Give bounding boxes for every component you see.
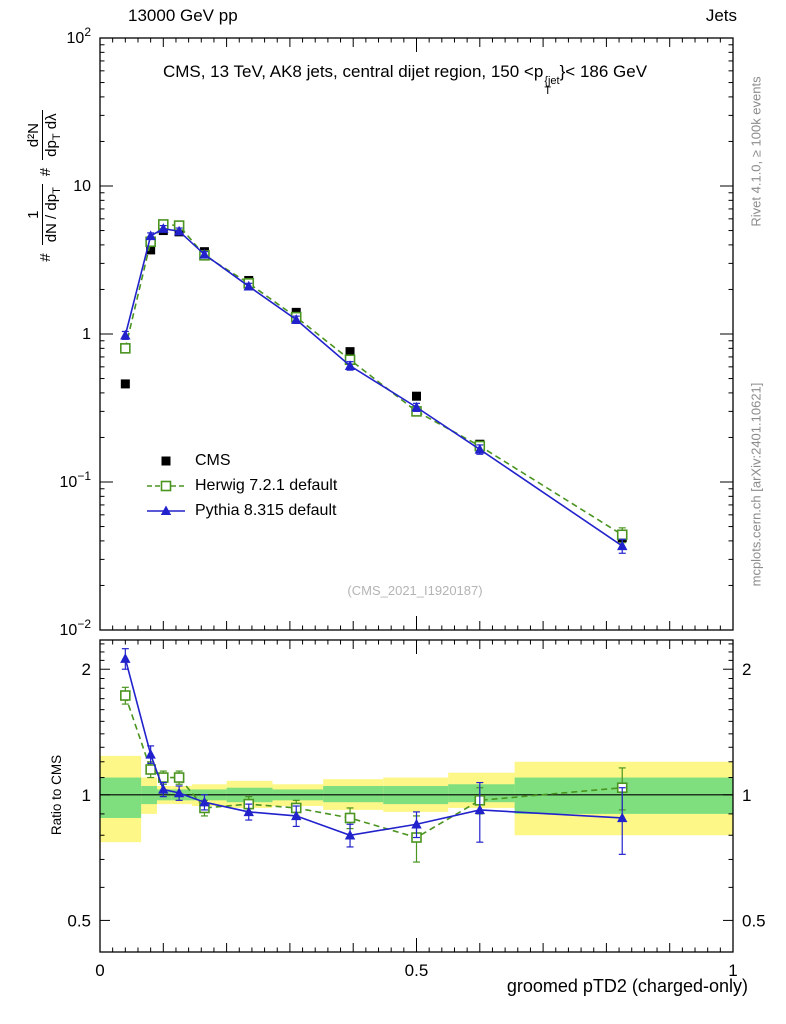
svg-text:1: 1	[82, 786, 91, 805]
main-panel-series	[120, 219, 628, 554]
legend-label-herwig: Herwig 7.2.1 default	[195, 476, 338, 494]
svg-text:0: 0	[95, 961, 104, 980]
legend-item-pythia: Pythia 8.315 default	[146, 498, 337, 523]
plot-title-text: CMS, 13 TeV, AK8 jets, central dijet reg…	[162, 62, 544, 81]
mcplots-credit-label: mcplots.cern.ch [arXiv:2401.10621]	[748, 382, 764, 587]
fraction-one-over-dndpt: 1 dN / dpT	[25, 184, 66, 246]
pt-jet-superscript: {jet	[544, 75, 560, 87]
svg-text:2: 2	[82, 660, 91, 679]
svg-text:0.5: 0.5	[742, 911, 766, 930]
analysis-group-label: Jets	[705, 6, 737, 25]
beam-energy-label: 13000 GeV pp	[128, 6, 238, 25]
y-axis-title: # 1 dN / dpT # d²N dpT dλ	[17, 36, 73, 336]
rivet-version-label: Rivet 4.1.0, ≥ 100k events	[748, 76, 764, 227]
svg-text:2: 2	[742, 660, 751, 679]
hash-symbol: #	[36, 253, 54, 262]
cms-marker-icon	[161, 456, 171, 465]
herwig-marker-icon	[147, 480, 185, 491]
pythia-marker-icon	[147, 505, 185, 515]
svg-text:1: 1	[742, 786, 751, 805]
legend-item-cms: CMS	[146, 448, 337, 473]
legend-label-cms: CMS	[195, 451, 231, 469]
svg-text:10−1: 10−1	[60, 469, 92, 491]
ratio-uncertainty-bands	[100, 755, 733, 843]
hash-symbol: #	[36, 167, 54, 177]
x-axis-title: groomed pTD2 (charged-only)	[506, 976, 748, 996]
legend-label-pythia: Pythia 8.315 default	[195, 501, 337, 519]
ratio-y-axis-title: Ratio to CMS	[49, 754, 64, 836]
legend: CMS Herwig 7.2.1 default Pythia 8.315 de…	[146, 448, 337, 523]
svg-text:1: 1	[82, 326, 91, 343]
fraction-d2n-dptdlambda: d²N dpT dλ	[25, 110, 66, 160]
ratio-panel-series	[120, 648, 628, 863]
legend-item-herwig: Herwig 7.2.1 default	[146, 473, 337, 498]
svg-text:10: 10	[73, 178, 91, 195]
svg-text:0.5: 0.5	[405, 961, 429, 980]
svg-text:0.5: 0.5	[67, 911, 91, 930]
pt-jet-subscript: T	[544, 85, 552, 97]
pt-jet-stack: {jet T	[544, 75, 560, 97]
analysis-id-watermark: (CMS_2021_I1920187)	[347, 583, 483, 598]
plot-title: CMS, 13 TeV, AK8 jets, central dijet reg…	[60, 62, 750, 97]
svg-text:1: 1	[728, 961, 737, 980]
svg-text:10−2: 10−2	[60, 617, 92, 639]
panel-frames	[99, 37, 734, 953]
plot-title-tail: }< 186 GeV	[559, 62, 648, 81]
